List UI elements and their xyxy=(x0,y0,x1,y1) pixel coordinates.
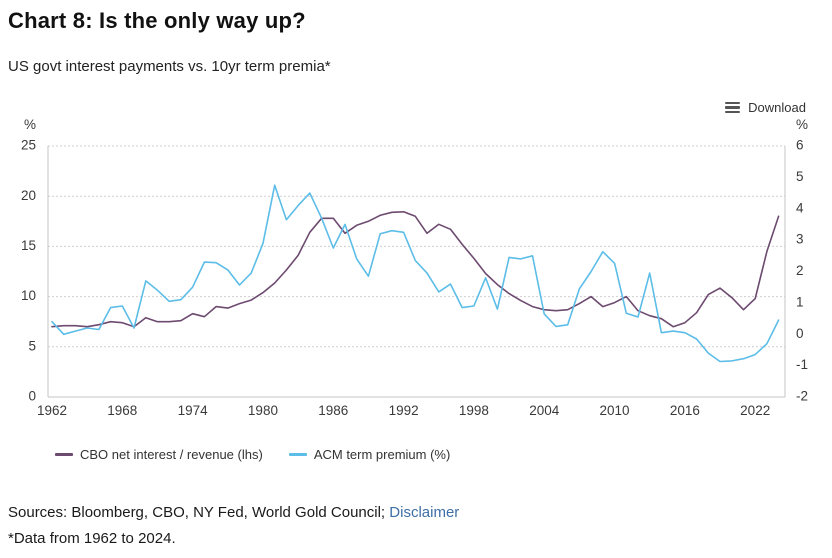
right-axis-tick-label: 0 xyxy=(796,326,804,341)
series-line-acm-term-premium[interactable] xyxy=(51,184,780,363)
x-axis-tick-label: 2022 xyxy=(740,403,770,418)
series-line-cbo-net-interest[interactable] xyxy=(51,211,780,328)
right-axis-tick-label: -1 xyxy=(796,357,808,372)
legend-item[interactable]: ACM term premium (%) xyxy=(288,447,451,462)
hamburger-menu-icon xyxy=(725,101,741,114)
right-axis-tick-label: -2 xyxy=(796,389,808,404)
right-axis-tick-label: 4 xyxy=(796,200,804,215)
left-axis-tick-label: 25 xyxy=(21,138,36,153)
x-axis-tick-label: 1974 xyxy=(178,403,209,418)
x-axis-tick-label: 1986 xyxy=(318,403,348,418)
download-button[interactable]: Download xyxy=(725,98,806,117)
legend-label: ACM term premium (%) xyxy=(313,447,451,462)
x-axis-tick-label: 2016 xyxy=(670,403,700,418)
left-axis-tick-label: 15 xyxy=(21,238,36,253)
legend-item[interactable]: CBO net interest / revenue (lhs) xyxy=(55,447,263,462)
legend-label: CBO net interest / revenue (lhs) xyxy=(80,447,263,462)
left-axis-tick-label: 0 xyxy=(28,389,36,404)
right-axis-tick-label: 5 xyxy=(796,169,804,184)
legend-swatch xyxy=(55,453,73,456)
left-axis-tick-label: 5 xyxy=(28,338,36,353)
right-axis-tick-label: 1 xyxy=(796,294,804,309)
x-axis-tick-label: 2010 xyxy=(600,403,630,418)
disclaimer-link[interactable]: Disclaimer xyxy=(389,504,460,521)
x-axis-tick-label: 1998 xyxy=(459,403,489,418)
right-axis-unit-label: % xyxy=(796,117,808,132)
chart-legend: CBO net interest / revenue (lhs) ACM term… xyxy=(55,447,450,462)
x-axis-tick-label: 1962 xyxy=(37,403,67,418)
right-axis-tick-label: 6 xyxy=(796,138,804,153)
x-axis-tick-label: 1980 xyxy=(248,403,278,418)
chart-subtitle: US govt interest payments vs. 10yr term … xyxy=(8,58,331,75)
right-axis-tick-label: 3 xyxy=(796,232,804,247)
page-title: Chart 8: Is the only way up? xyxy=(8,8,306,33)
sources-line: Sources: Bloomberg, CBO, NY Fed, World G… xyxy=(8,504,459,521)
right-axis-tick-label: 2 xyxy=(796,263,804,278)
download-label: Download xyxy=(748,100,806,115)
footnote-text: *Data from 1962 to 2024. xyxy=(8,530,176,547)
x-axis-tick-label: 2004 xyxy=(529,403,560,418)
left-axis-tick-label: 10 xyxy=(21,288,36,303)
sources-text: Sources: Bloomberg, CBO, NY Fed, World G… xyxy=(8,504,390,521)
left-axis-unit-label: % xyxy=(24,117,36,132)
x-axis-tick-label: 1968 xyxy=(107,403,137,418)
legend-swatch xyxy=(288,453,307,456)
x-axis-tick-label: 1992 xyxy=(389,403,419,418)
left-axis-tick-label: 20 xyxy=(21,188,36,203)
